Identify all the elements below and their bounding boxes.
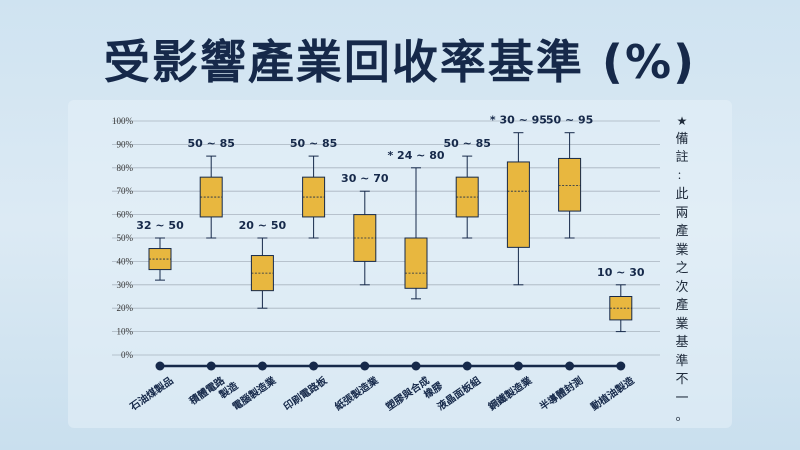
- category-label: 紙張製造業: [332, 373, 381, 413]
- footnote-char: 一: [675, 390, 689, 406]
- category-label: 塑膠與合成橡膠: [383, 369, 445, 423]
- category-marker: [411, 361, 421, 371]
- range-label: 50 ~ 85: [290, 137, 338, 150]
- range-label: 50 ~ 95: [546, 114, 594, 127]
- category-label: 電腦製造業: [230, 373, 279, 413]
- footnote-char: 業: [675, 242, 689, 258]
- category-label: 半導體封測: [537, 374, 585, 413]
- range-label: 32 ~ 50: [136, 219, 184, 232]
- category-marker: [513, 361, 523, 371]
- footnote-char: 此: [675, 187, 689, 202]
- chart-panel: [68, 100, 732, 428]
- category-label-line: 半導體封測: [537, 374, 585, 413]
- category-marker: [206, 361, 216, 371]
- category-marker: [309, 361, 319, 371]
- y-tick-label: 100%: [112, 116, 134, 126]
- y-tick-label: 90%: [117, 139, 134, 149]
- category-label-line: 電腦製造業: [230, 373, 279, 413]
- footnote-char: 兩: [675, 205, 689, 221]
- category-marker: [257, 361, 267, 371]
- y-tick-label: 40%: [117, 256, 134, 266]
- y-tick-label: 60%: [117, 210, 134, 220]
- y-tick-label: 70%: [117, 186, 134, 196]
- y-tick-label: 80%: [117, 163, 134, 173]
- category-marker: [462, 361, 472, 371]
- footnote-char: 。: [675, 409, 689, 424]
- y-tick-label: 30%: [117, 280, 134, 290]
- category-label: 印刷電路板: [281, 373, 330, 413]
- footnote-char: 基: [675, 335, 689, 350]
- category-label: 積體電路製造: [186, 369, 241, 418]
- category-marker: [360, 361, 370, 371]
- footnote-char: 準: [675, 353, 689, 369]
- category-label: 動植油製造: [588, 373, 637, 413]
- y-tick-label: 20%: [117, 303, 134, 313]
- footnote-char: 產: [675, 298, 689, 313]
- range-label: 20 ~ 50: [239, 219, 287, 232]
- range-label: * 24 ~ 80: [387, 149, 444, 162]
- category-label-line: 印刷電路板: [281, 373, 330, 413]
- footnote-char: ：: [677, 170, 687, 182]
- footnote-char: 業: [675, 316, 689, 332]
- page-title: 受影響產業回收率基準 (%): [103, 35, 697, 89]
- footnote-char: ★: [676, 114, 688, 128]
- y-tick-label: 50%: [117, 233, 134, 243]
- box: [404, 237, 428, 289]
- y-tick-label: 10%: [117, 327, 134, 337]
- range-label: * 30 ~ 95: [490, 114, 547, 127]
- category-label-line: 液晶面板組: [435, 374, 483, 413]
- range-label: 50 ~ 85: [187, 137, 235, 150]
- range-label: 30 ~ 70: [341, 172, 389, 185]
- category-label: 鋼鐵製造業: [485, 373, 535, 413]
- category-marker: [616, 361, 626, 371]
- category-label: 石油煤製品: [126, 374, 175, 414]
- category-label: 液晶面板組: [435, 374, 483, 413]
- box: [506, 161, 530, 248]
- box: [558, 157, 582, 212]
- footnote-char: 備: [675, 131, 689, 147]
- category-marker: [565, 361, 575, 371]
- footnote-char: 次: [675, 279, 689, 295]
- category-label-line: 鋼鐵製造業: [485, 373, 535, 413]
- category-label-line: 紙張製造業: [332, 373, 381, 413]
- footnote-char: 註: [675, 150, 689, 165]
- footnote-char: 產: [675, 224, 689, 239]
- category-marker: [155, 361, 165, 371]
- range-label: 50 ~ 85: [443, 137, 491, 150]
- range-label: 10 ~ 30: [597, 266, 645, 279]
- footnote: ★ 備註：此兩產業之次產業基準不一。: [672, 112, 692, 427]
- footnote-char: 之: [675, 261, 689, 276]
- category-label-line: 石油煤製品: [126, 374, 175, 414]
- footnote-char: 不: [675, 372, 689, 387]
- category-label-line: 動植油製造: [588, 373, 637, 413]
- y-tick-label: 0%: [121, 350, 134, 360]
